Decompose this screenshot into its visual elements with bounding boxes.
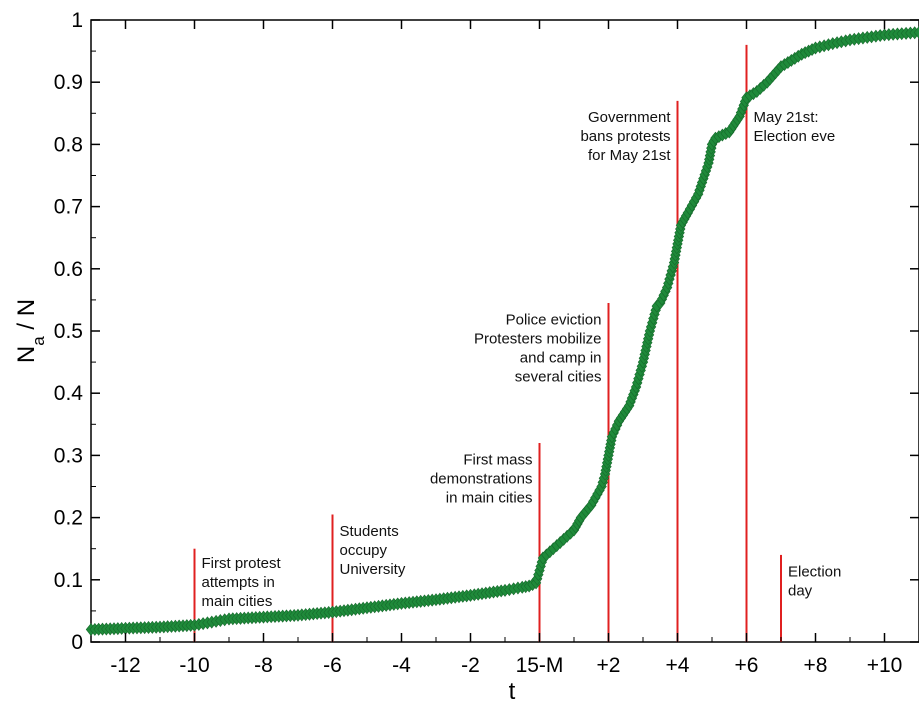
event-labels: First protest attempts in main cities Stude… — [202, 109, 842, 610]
event-label: First protest attempts in main cities — [202, 555, 282, 610]
event-label-line: Election eve — [754, 128, 836, 145]
y-tick-label: 0.1 — [54, 569, 83, 592]
event-label: May 21st: Election eve — [754, 109, 836, 145]
event-label: First mass demonstrations in main cities — [430, 451, 533, 506]
y-tick-label: 0.7 — [54, 196, 83, 219]
event-label-line: main cities — [202, 593, 273, 610]
x-tick-label: -4 — [392, 654, 411, 677]
event-label-line: occupy — [340, 542, 388, 559]
x-tick-label: +4 — [666, 654, 690, 677]
x-tick-label: -2 — [461, 654, 480, 677]
x-tick-label: -12 — [110, 654, 140, 677]
event-label-line: several cities — [515, 368, 602, 385]
x-tick-label: +6 — [735, 654, 759, 677]
x-axis-title: t — [509, 678, 516, 702]
y-tick-label: 0 — [71, 631, 83, 654]
event-label-line: First mass — [463, 451, 532, 468]
y-tick-label: 0.9 — [54, 71, 83, 94]
y-axis-title: Na / N — [13, 299, 48, 363]
x-tick-label: -8 — [254, 654, 273, 677]
x-tick-label: 15-M — [516, 654, 564, 677]
y-tick-label: 0.3 — [54, 444, 83, 467]
event-label-line: Election — [788, 563, 841, 580]
event-label-line: in main cities — [446, 489, 533, 506]
y-axis-title-sub: a — [29, 336, 48, 346]
event-label-line: attempts in — [202, 574, 275, 591]
event-label: Students occupy University — [340, 523, 406, 578]
y-tick-label: 0.6 — [54, 258, 83, 281]
x-tick-label: +2 — [597, 654, 621, 677]
x-tick-label: +10 — [867, 654, 903, 677]
event-label-line: for May 21st — [588, 147, 671, 164]
x-tick-label: -10 — [179, 654, 209, 677]
x-tick-label: +8 — [804, 654, 828, 677]
event-label-line: Government — [588, 109, 671, 126]
event-label: Election day — [788, 563, 841, 599]
event-label-line: demonstrations — [430, 470, 533, 487]
event-label: Police eviction Protesters mobilize and ca… — [474, 311, 602, 385]
event-label-line: day — [788, 582, 813, 599]
y-tick-label: 0.5 — [54, 320, 83, 343]
y-tick-label: 1 — [71, 9, 83, 32]
event-label-line: bans protests — [580, 128, 670, 145]
event-label-line: Police eviction — [506, 311, 602, 328]
y-axis-title-rest: / N — [13, 299, 40, 336]
event-label-line: First protest — [202, 555, 282, 572]
y-tick-label: 0.8 — [54, 133, 83, 156]
event-label-line: Protesters mobilize — [474, 330, 602, 347]
event-label-line: and camp in — [520, 349, 602, 366]
y-axis-title-main: N — [13, 346, 40, 363]
y-axis: 0 0.1 0.2 0.3 0.4 0.5 0.6 0.7 0.8 0.9 1 — [54, 9, 919, 654]
series-layer — [85, 25, 919, 637]
x-axis: -12 -10 -8 -6 -4 -2 15-M +2 +4 +6 +8 +10 — [90, 20, 919, 677]
y-tick-label: 0.2 — [54, 507, 83, 530]
y-tick-label: 0.4 — [54, 382, 84, 405]
event-label: Government bans protests for May 21st — [580, 109, 671, 164]
x-tick-label: -6 — [323, 654, 342, 677]
event-label-line: Students — [340, 523, 399, 540]
event-label-line: May 21st: — [754, 109, 819, 126]
data-point — [913, 25, 919, 39]
data-series — [85, 25, 919, 637]
event-label-line: University — [340, 561, 406, 578]
